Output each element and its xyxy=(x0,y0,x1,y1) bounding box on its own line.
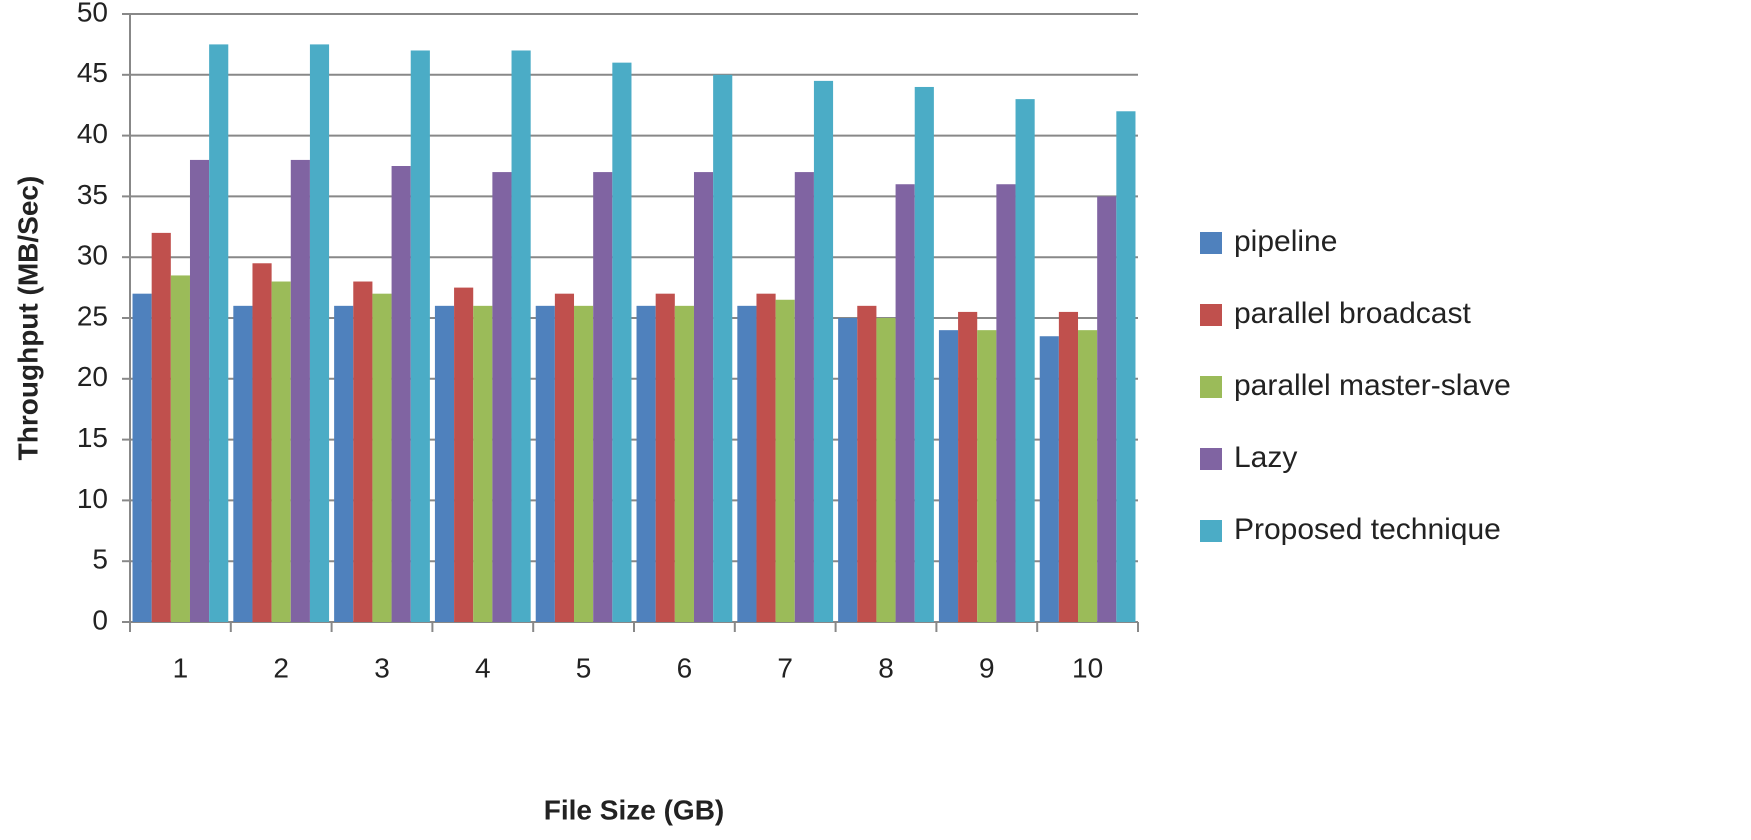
y-tick-label: 5 xyxy=(92,544,108,575)
bar xyxy=(895,184,915,623)
legend-label: Lazy xyxy=(1234,441,1297,474)
bar xyxy=(713,74,733,623)
bar xyxy=(737,305,757,622)
bar xyxy=(857,305,877,622)
x-axis-title: File Size (GB) xyxy=(544,794,724,825)
bar xyxy=(674,305,694,622)
bar xyxy=(353,281,373,622)
bar xyxy=(372,293,392,622)
legend-label: parallel broadcast xyxy=(1234,297,1471,330)
legend-label: parallel master-slave xyxy=(1234,369,1511,402)
bar xyxy=(132,293,152,622)
x-tick-label: 7 xyxy=(777,652,793,683)
x-tick-label: 1 xyxy=(173,652,189,683)
y-tick-label: 40 xyxy=(77,118,108,149)
legend-swatch xyxy=(1200,520,1222,542)
x-tick-label: 6 xyxy=(677,652,693,683)
legend-swatch xyxy=(1200,376,1222,398)
bar xyxy=(876,318,896,622)
bar xyxy=(693,172,714,622)
bar xyxy=(511,50,531,623)
x-tick-label: 9 xyxy=(979,652,995,683)
bar xyxy=(914,86,934,622)
bar xyxy=(434,305,455,622)
x-tick-label: 8 xyxy=(878,652,894,683)
bar xyxy=(151,232,171,622)
bar xyxy=(1015,99,1035,623)
y-tick-label: 15 xyxy=(77,422,108,453)
x-tick-label: 4 xyxy=(475,652,491,683)
bar xyxy=(775,299,795,622)
bar xyxy=(271,281,291,622)
bar xyxy=(473,305,493,622)
bar xyxy=(1097,196,1117,622)
bar xyxy=(593,172,613,622)
legend-label: pipeline xyxy=(1234,225,1337,258)
y-tick-label: 25 xyxy=(77,300,108,331)
y-tick-label: 50 xyxy=(77,0,108,27)
bar xyxy=(454,287,474,622)
bar xyxy=(813,80,834,622)
bar xyxy=(838,318,858,622)
y-tick-label: 0 xyxy=(92,604,108,635)
bar xyxy=(977,330,997,622)
bar xyxy=(209,44,229,622)
bar xyxy=(252,263,272,622)
x-tick-label: 2 xyxy=(273,652,289,683)
bar xyxy=(535,305,555,622)
bar xyxy=(636,305,656,622)
bar xyxy=(290,159,310,623)
x-tick-label: 5 xyxy=(576,652,592,683)
bar xyxy=(492,172,512,622)
x-tick-label: 10 xyxy=(1072,652,1103,683)
bar xyxy=(958,311,978,622)
y-tick-label: 10 xyxy=(77,483,108,514)
bar xyxy=(170,275,190,622)
legend-swatch xyxy=(1200,448,1222,470)
legend-swatch xyxy=(1200,304,1222,326)
y-tick-label: 20 xyxy=(77,361,108,392)
y-tick-label: 45 xyxy=(77,57,108,88)
bar xyxy=(1058,311,1079,622)
bar xyxy=(612,62,632,622)
bar xyxy=(794,172,814,622)
bar xyxy=(410,50,430,623)
bar xyxy=(1116,111,1136,622)
bar xyxy=(1039,336,1059,622)
bar xyxy=(996,184,1016,623)
bar xyxy=(1078,330,1098,622)
y-tick-label: 30 xyxy=(77,240,108,271)
bar xyxy=(554,293,575,622)
bar xyxy=(938,330,959,622)
bar xyxy=(334,305,354,622)
bar xyxy=(391,166,411,622)
y-axis-title: Throughput (MB/Sec) xyxy=(12,176,43,461)
y-tick-label: 35 xyxy=(77,179,108,210)
bar xyxy=(233,305,253,622)
bar xyxy=(309,44,330,622)
bar xyxy=(574,305,594,622)
legend-swatch xyxy=(1200,232,1222,254)
bar xyxy=(189,159,210,623)
x-tick-label: 3 xyxy=(374,652,390,683)
bar xyxy=(655,293,675,622)
bar xyxy=(756,293,776,622)
legend-label: Proposed technique xyxy=(1234,513,1501,546)
